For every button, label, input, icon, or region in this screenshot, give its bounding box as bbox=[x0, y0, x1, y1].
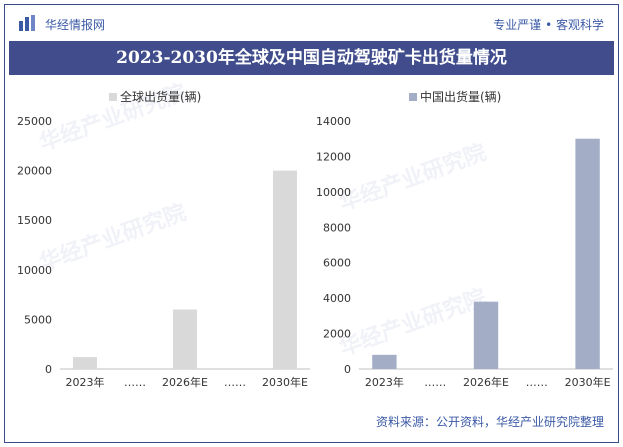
china-y-tick-label: 10000 bbox=[316, 186, 351, 199]
china-bar bbox=[372, 354, 397, 369]
charts-area: 全球出货量(辆)05000100001500020000250002023年……… bbox=[17, 89, 613, 389]
slogan: 专业严谨 • 客观科学 bbox=[493, 18, 604, 32]
global-x-tick-label: …… bbox=[124, 376, 146, 389]
china-bar bbox=[473, 301, 499, 369]
china-y-tick-label: 12000 bbox=[316, 150, 351, 163]
china-legend-swatch bbox=[409, 93, 417, 101]
global-y-tick-label: 25000 bbox=[17, 115, 52, 128]
global-y-tick-label: 0 bbox=[45, 363, 52, 376]
china-y-tick-label: 8000 bbox=[323, 221, 351, 234]
china-y-tick-label: 2000 bbox=[323, 328, 351, 341]
global-y-tick-label: 15000 bbox=[17, 214, 52, 227]
china-y-tick-label: 6000 bbox=[323, 257, 351, 270]
global-bar bbox=[73, 357, 97, 369]
global-y-tick-label: 10000 bbox=[17, 264, 52, 277]
global-legend-label: 全球出货量(辆) bbox=[120, 89, 201, 104]
chart-frame: 华经情报网 专业严谨 • 客观科学 2023-2030年全球及中国自动驾驶矿卡出… bbox=[4, 4, 619, 443]
china-x-tick-label: 2023年 bbox=[365, 375, 404, 389]
brand-name: 华经情报网 bbox=[45, 18, 106, 32]
global-x-tick-label: 2023年 bbox=[66, 375, 105, 389]
global-y-tick-label: 20000 bbox=[17, 165, 52, 178]
china-y-tick-label: 0 bbox=[344, 363, 351, 376]
chart-title: 2023-2030年全球及中国自动驾驶矿卡出货量情况 bbox=[116, 48, 507, 68]
logo-icon bbox=[19, 15, 35, 31]
global-bar bbox=[173, 309, 197, 369]
global-legend-swatch bbox=[109, 93, 117, 101]
global-x-tick-label: 2030年E bbox=[262, 375, 308, 389]
china-x-tick-label: 2030年E bbox=[565, 375, 611, 389]
china-y-tick-label: 4000 bbox=[323, 292, 351, 305]
global-y-tick-label: 5000 bbox=[24, 313, 52, 326]
china-x-tick-label: …… bbox=[424, 376, 446, 389]
global-bar bbox=[273, 170, 297, 369]
china-bar bbox=[575, 138, 600, 369]
china-y-tick-label: 14000 bbox=[316, 115, 351, 128]
china-x-tick-label: …… bbox=[526, 376, 548, 389]
footer: 资料来源：公开资料，华经产业研究院整理 bbox=[5, 413, 618, 443]
global-x-tick-label: …… bbox=[224, 376, 246, 389]
china-legend-label: 中国出货量(辆) bbox=[420, 89, 501, 104]
source-note: 资料来源：公开资料，华经产业研究院整理 bbox=[375, 415, 604, 429]
header: 华经情报网 专业严谨 • 客观科学 bbox=[5, 5, 618, 39]
china-x-tick-label: 2026年E bbox=[463, 375, 509, 389]
global-x-tick-label: 2026年E bbox=[162, 375, 208, 389]
title-bar: 2023-2030年全球及中国自动驾驶矿卡出货量情况 bbox=[9, 41, 614, 75]
